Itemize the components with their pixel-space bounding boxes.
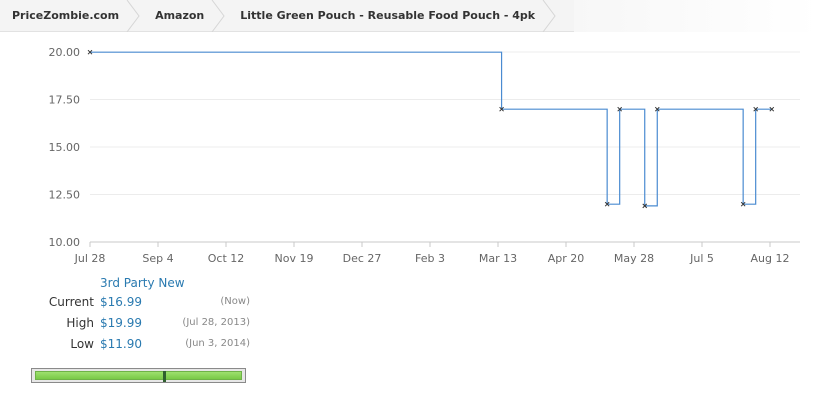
y-tick-label: 12.50 xyxy=(49,189,81,202)
breadcrumb: PriceZombie.com Amazon Little Green Pouc… xyxy=(0,0,574,32)
row-value: $11.90 xyxy=(100,337,142,351)
summary-row-high: High $19.99 (Jul 28, 2013) xyxy=(40,313,256,334)
breadcrumb-label: PriceZombie.com xyxy=(12,9,120,22)
x-tick-label: Oct 12 xyxy=(208,252,245,265)
price-summary: 3rd Party New Current $16.99 (Now) High … xyxy=(40,274,256,355)
series-title[interactable]: 3rd Party New xyxy=(100,276,185,290)
breadcrumb-item-product[interactable]: Little Green Pouch - Reusable Food Pouch… xyxy=(218,0,556,32)
row-value: $19.99 xyxy=(100,316,142,330)
breadcrumb-label: Little Green Pouch - Reusable Food Pouch… xyxy=(240,9,536,22)
y-tick-label: 15.00 xyxy=(49,141,81,154)
x-tick-label: May 28 xyxy=(614,252,654,265)
data-point-marker xyxy=(740,201,746,207)
data-point-marker xyxy=(769,106,775,112)
breadcrumb-separator-icon xyxy=(542,0,556,32)
breadcrumb-item-store[interactable]: Amazon xyxy=(133,0,225,32)
x-tick-label: Feb 3 xyxy=(415,252,445,265)
y-tick-label: 17.50 xyxy=(49,94,81,107)
x-tick-label: Jul 28 xyxy=(74,252,106,265)
breadcrumb-separator-icon xyxy=(211,0,225,32)
x-tick-label: Apr 20 xyxy=(548,252,585,265)
summary-row-current: Current $16.99 (Now) xyxy=(40,292,256,313)
data-point-marker xyxy=(654,106,660,112)
data-point-marker xyxy=(617,106,623,112)
row-label: Low xyxy=(70,337,94,351)
row-label: High xyxy=(66,316,94,330)
row-label: Current xyxy=(48,295,94,309)
x-tick-label: Mar 13 xyxy=(479,252,517,265)
data-point-marker xyxy=(87,49,93,55)
breadcrumb-separator-icon xyxy=(126,0,140,32)
x-tick-label: Jul 5 xyxy=(689,252,714,265)
breadcrumb-fade xyxy=(574,0,820,32)
y-tick-label: 20.00 xyxy=(49,46,81,59)
row-date: (Jun 3, 2014) xyxy=(185,338,250,349)
data-point-marker xyxy=(642,203,648,209)
breadcrumb-item-site[interactable]: PriceZombie.com xyxy=(0,0,140,32)
data-point-marker xyxy=(753,106,759,112)
series-line xyxy=(90,51,772,207)
x-tick-label: Nov 19 xyxy=(275,252,314,265)
breadcrumb-label: Amazon xyxy=(155,9,205,22)
price-chart[interactable]: 20.00 17.50 15.00 12.50 10.00 Jul 28 Sep 4 Oct … xyxy=(0,32,820,272)
x-tick-label: Dec 27 xyxy=(343,252,382,265)
data-point-marker xyxy=(604,201,610,207)
row-date: (Now) xyxy=(220,296,250,307)
y-tick-label: 10.00 xyxy=(49,236,81,249)
row-date: (Jul 28, 2013) xyxy=(182,317,250,328)
range-track[interactable] xyxy=(35,371,242,382)
summary-row-low: Low $11.90 (Jun 3, 2014) xyxy=(40,334,256,355)
x-tick-label: Aug 12 xyxy=(751,252,790,265)
data-point-marker xyxy=(499,106,504,112)
date-range-slider[interactable] xyxy=(31,368,246,383)
x-tick-label: Sep 4 xyxy=(142,252,173,265)
range-handle[interactable] xyxy=(163,371,167,382)
row-value: $16.99 xyxy=(100,295,142,309)
